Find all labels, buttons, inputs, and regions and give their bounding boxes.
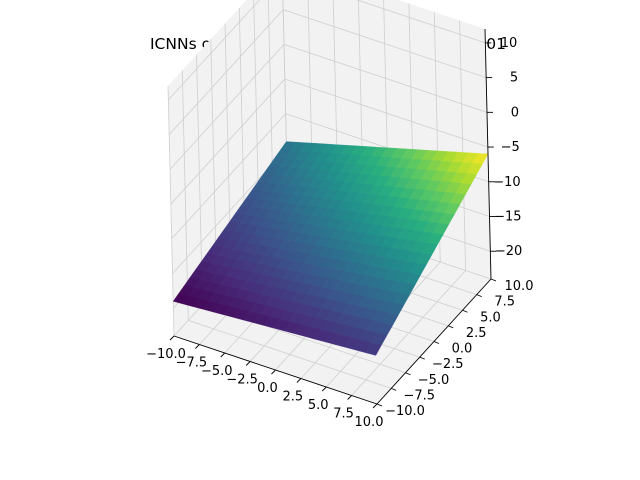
y-tick-mark bbox=[433, 341, 440, 344]
z-axis-ticks: −20 −15 −10 −5 0 5 10 bbox=[485, 36, 522, 259]
x-tick-mark bbox=[220, 352, 226, 358]
y-tick-mark bbox=[476, 294, 482, 298]
grid-line-y-floor bbox=[188, 319, 392, 389]
grid-line-z-left bbox=[168, 9, 284, 135]
grid-line-y-left bbox=[181, 70, 189, 321]
z-tick-label: −15 bbox=[494, 210, 521, 225]
x-tick-label: −7.5 bbox=[176, 356, 208, 371]
x-tick-mark bbox=[169, 335, 175, 341]
x-tick-mark bbox=[347, 395, 352, 400]
x-tick-label: −5.0 bbox=[201, 364, 233, 379]
x-tick-mark bbox=[245, 361, 251, 366]
x-tick-label: 0.0 bbox=[257, 381, 278, 396]
y-tick-mark bbox=[376, 403, 383, 407]
grid-line-z-back bbox=[284, 78, 488, 148]
y-tick-label: −5.0 bbox=[418, 373, 450, 388]
x-tick-label: 5.0 bbox=[308, 398, 329, 413]
y-tick-label: −2.5 bbox=[432, 357, 464, 372]
y-tick-label: −7.5 bbox=[403, 388, 435, 403]
y-tick-mark bbox=[405, 372, 411, 376]
grid-line-z-left bbox=[169, 44, 285, 170]
y-tick-mark bbox=[391, 387, 397, 391]
z-tick-label: 10 bbox=[501, 36, 518, 51]
grid-line-z-left bbox=[170, 78, 286, 205]
grid-line-x-back bbox=[459, 20, 467, 271]
surface-patch bbox=[365, 342, 382, 356]
x-tick-label: 10.0 bbox=[355, 415, 384, 430]
grid-line-z-left bbox=[171, 113, 286, 240]
x-tick-mark bbox=[321, 386, 327, 392]
y-tick-label: 10.0 bbox=[505, 279, 534, 294]
z-tick-label: −20 bbox=[495, 244, 522, 259]
y-tick-mark bbox=[448, 325, 454, 329]
z-tick-label: −10 bbox=[493, 175, 520, 190]
x-tick-mark bbox=[271, 369, 276, 375]
grid-line-z-left bbox=[168, 0, 260, 101]
y-tick-label: 7.5 bbox=[494, 295, 515, 310]
x-tick-mark bbox=[372, 403, 378, 409]
z-axis-line bbox=[484, 28, 492, 280]
grid-line-y-left bbox=[167, 85, 175, 337]
z-tick-label: 5 bbox=[510, 71, 518, 86]
y-tick-label: 2.5 bbox=[466, 326, 487, 341]
y-tick-mark bbox=[462, 309, 468, 313]
x-tick-label: −2.5 bbox=[226, 373, 258, 388]
x-axis-ticks: −10.0−7.5−5.0−2.50.0 2.5 5.0 7.510.0 bbox=[146, 335, 384, 430]
x-tick-label: −10.0 bbox=[146, 347, 186, 362]
y-axis-ticks: −10.0−7.5−5.0−2.50.02.55.07.510.0 bbox=[376, 278, 534, 419]
grid-line-z-back bbox=[283, 9, 487, 78]
z-tick-label: −5 bbox=[501, 140, 520, 155]
x-tick-mark bbox=[195, 344, 200, 349]
y-tick-label: 5.0 bbox=[480, 310, 501, 325]
z-tick-label: 0 bbox=[511, 105, 519, 120]
y-tick-label: −10.0 bbox=[385, 404, 425, 419]
grid-line-z-back bbox=[283, 43, 488, 113]
y-tick-label: 0.0 bbox=[452, 342, 473, 357]
x-tick-label: 7.5 bbox=[333, 407, 354, 422]
y-tick-mark bbox=[419, 356, 425, 360]
pane-left bbox=[168, 0, 288, 336]
surface-mesh bbox=[172, 141, 489, 356]
y-tick-mark bbox=[490, 278, 497, 282]
x-tick-label: 2.5 bbox=[283, 390, 304, 405]
grid-line-z-back bbox=[356, 0, 486, 44]
x-tick-mark bbox=[296, 378, 302, 383]
